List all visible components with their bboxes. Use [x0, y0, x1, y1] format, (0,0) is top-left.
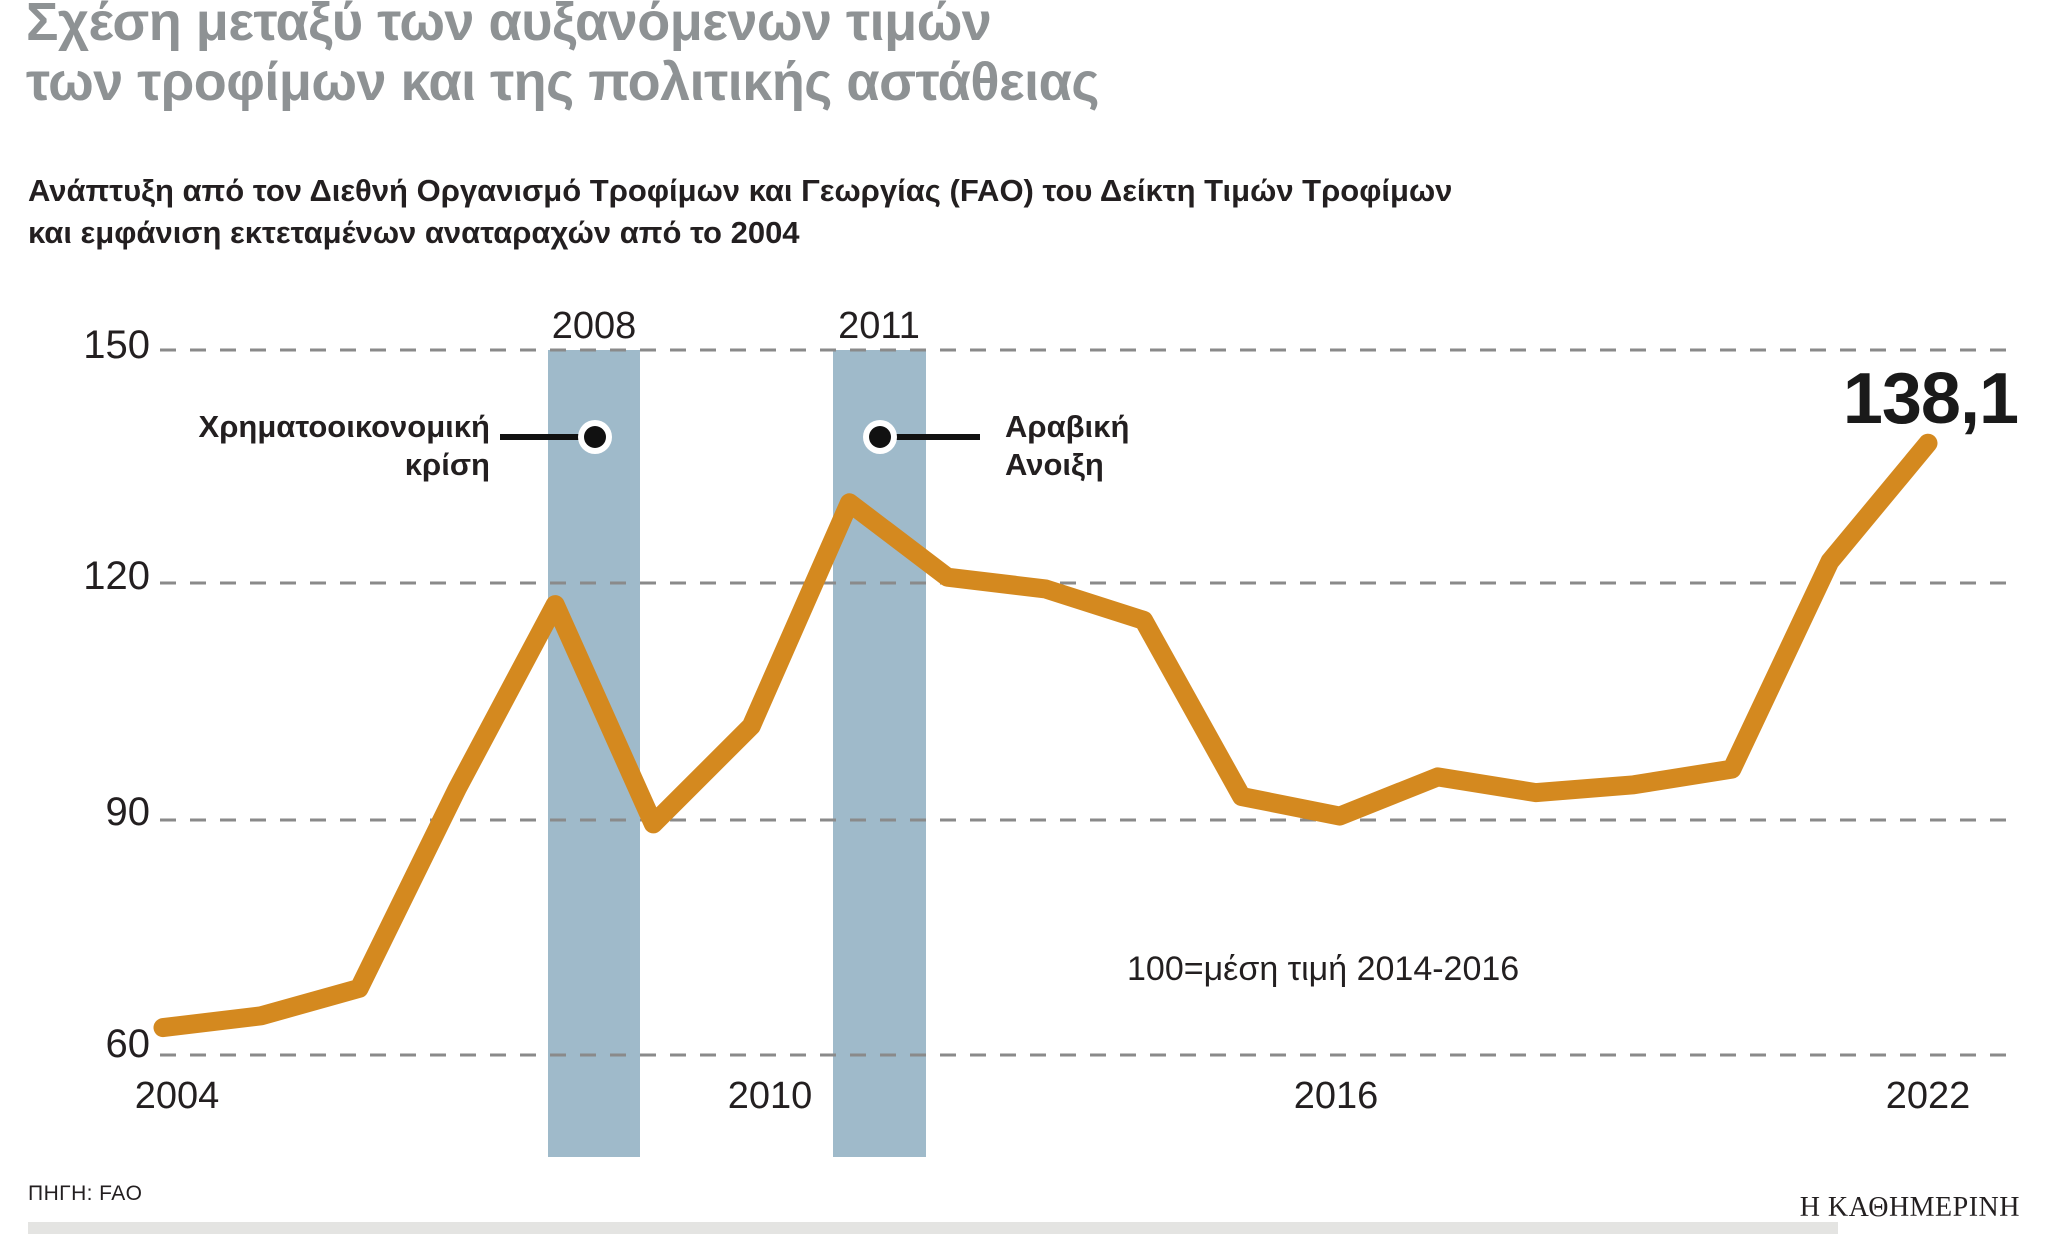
publisher-logo: Η ΚΑΘΗΜΕΡΙΝΗ [1799, 1192, 2020, 1223]
x-axis-tick-2010: 2010 [727, 1075, 813, 1117]
band-year-2011: 2011 [838, 305, 920, 347]
page-title: Σχέση μεταξύ των αυξανόμενων τιμών των τ… [26, 0, 1099, 112]
callout-dot-arabspring-inner [869, 426, 891, 448]
index-base-note: 100=μέση τιμή 2014-2016 [1127, 950, 1520, 988]
y-axis-tick-150: 150 [83, 323, 150, 367]
annotation-arab-spring: Αραβική Ανοιξη [1005, 409, 1130, 482]
annotation-financial-crisis: Χρηματοοικονομική κρίση [198, 409, 490, 482]
end-value-label: 138,1 [1842, 359, 2019, 439]
band-year-2008: 2008 [551, 305, 637, 347]
source-note: ΠΗΓΗ: FAO [28, 1182, 143, 1205]
y-axis-tick-60: 60 [105, 1022, 151, 1066]
x-axis-tick-2016: 2016 [1293, 1075, 1379, 1117]
y-axis-tick-120: 120 [83, 554, 150, 598]
data-series-line [153, 433, 1938, 1038]
shaded-band-2011 [833, 350, 926, 1157]
callout-dot-crisis-inner [584, 426, 606, 448]
page-subtitle: Ανάπτυξη από τον Διεθνή Οργανισμό Τροφίμ… [28, 173, 1453, 250]
y-axis-tick-90: 90 [105, 790, 151, 834]
x-axis-tick-2022: 2022 [1885, 1075, 1971, 1117]
x-axis-tick-2004: 2004 [134, 1075, 220, 1117]
footer-divider [28, 1222, 1838, 1234]
